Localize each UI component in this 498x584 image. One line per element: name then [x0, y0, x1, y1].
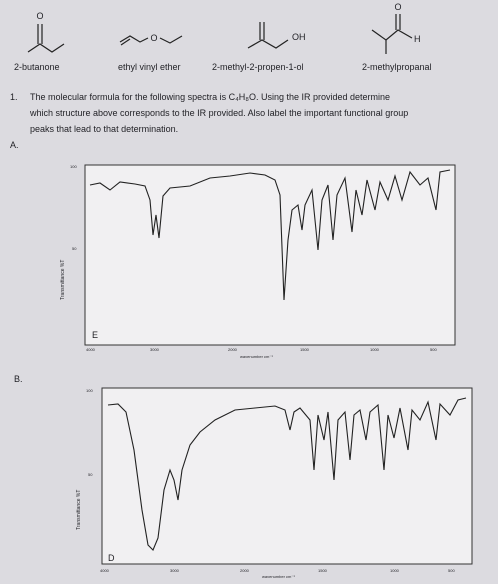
x-tick-label: 4000	[100, 568, 110, 573]
x-tick-label: 500	[448, 568, 455, 573]
x-axis-label: wavenumber cm⁻¹	[262, 574, 295, 579]
molecule-2-methyl-2-propen-1-ol: OH	[247, 22, 306, 49]
x-tick-label: 3000	[150, 347, 160, 352]
molecule-2-butanone: O	[27, 11, 65, 53]
molecule-label: 2-butanone	[14, 62, 60, 72]
bond	[120, 38, 131, 46]
ir-trace	[89, 169, 451, 301]
x-tick-label: 500	[430, 347, 437, 352]
spectrum-a: 100 50 Transmittance %T 4000 3000 2000 1…	[60, 164, 456, 359]
molecule-label: ethyl vinyl ether	[118, 62, 181, 72]
bonds	[159, 35, 183, 44]
molecule-label: 2-methylpropanal	[362, 62, 432, 72]
question-line: The molecular formula for the following …	[30, 92, 390, 102]
spectrum-letter: D	[108, 553, 115, 563]
bonds	[371, 29, 413, 41]
y-tick-label: 50	[88, 472, 93, 477]
ir-trace	[107, 397, 467, 551]
spectrum-b: 100 50 Transmittance %T 4000 3000 2000 1…	[76, 387, 473, 579]
question-line: peaks that lead to that determination.	[30, 124, 178, 134]
spectrum-letter: E	[92, 330, 98, 340]
question-line: which structure above corresponds to the…	[29, 108, 408, 118]
y-axis-label: Transmittance %T	[76, 490, 82, 530]
x-tick-label: 3000	[170, 568, 180, 573]
part-label: B.	[14, 374, 23, 384]
x-tick-label: 1000	[370, 347, 380, 352]
y-tick-label: 50	[72, 246, 77, 251]
x-axis-label: wavenumber cm⁻¹	[240, 354, 273, 359]
molecule-label: 2-methyl-2-propen-1-ol	[212, 62, 304, 72]
molecule-2-methylpropanal: O H	[371, 2, 421, 54]
bonds	[247, 39, 289, 49]
x-tick-label: 2000	[240, 568, 250, 573]
part-label: A.	[10, 140, 19, 150]
x-tick-label: 4000	[86, 347, 96, 352]
y-axis-label: Transmittance %T	[60, 260, 66, 300]
plot-frame	[84, 164, 456, 346]
y-tick-label: 100	[86, 388, 93, 393]
y-tick-label: 100	[70, 164, 77, 169]
bonds	[119, 35, 149, 43]
x-tick-label: 1000	[390, 568, 400, 573]
atom: O	[36, 11, 43, 21]
atom: OH	[292, 32, 306, 42]
x-tick-label: 1500	[300, 347, 310, 352]
question-number: 1.	[10, 92, 18, 102]
molecule-ethyl-vinyl-ether: O	[119, 33, 183, 46]
atom: H	[414, 34, 421, 44]
atom: O	[150, 33, 157, 43]
x-tick-label: 2000	[228, 347, 238, 352]
atom: O	[394, 2, 401, 12]
bonds	[27, 43, 65, 53]
x-tick-label: 1500	[318, 568, 328, 573]
